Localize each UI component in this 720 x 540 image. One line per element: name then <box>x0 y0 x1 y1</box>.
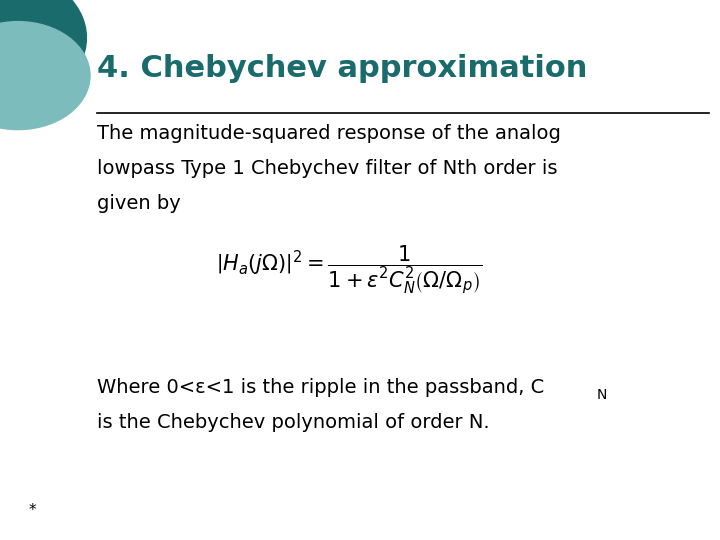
Text: $\left|H_a\left(j\Omega\right)\right|^2 = \dfrac{1}{1+\varepsilon^2 C_N^2\left(\: $\left|H_a\left(j\Omega\right)\right|^2 … <box>216 244 482 296</box>
Text: lowpass Type 1 Chebychev filter of Nth order is: lowpass Type 1 Chebychev filter of Nth o… <box>97 159 558 178</box>
Text: 4. Chebychev approximation: 4. Chebychev approximation <box>97 54 588 83</box>
Text: is the Chebychev polynomial of order N.: is the Chebychev polynomial of order N. <box>97 413 490 432</box>
Text: given by: given by <box>97 194 181 213</box>
Circle shape <box>0 22 90 130</box>
Circle shape <box>0 0 86 108</box>
Text: N: N <box>596 388 606 402</box>
Text: *: * <box>29 503 37 518</box>
Text: Where 0<ε<1 is the ripple in the passband, C: Where 0<ε<1 is the ripple in the passban… <box>97 378 544 397</box>
Text: The magnitude-squared response of the analog: The magnitude-squared response of the an… <box>97 124 561 143</box>
